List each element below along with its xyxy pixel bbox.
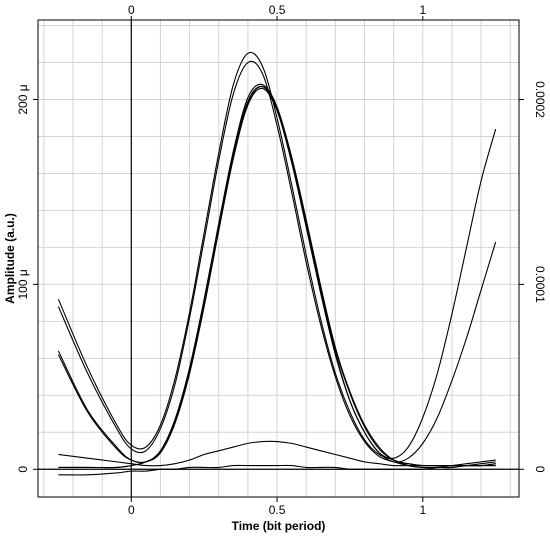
tick-labels: 0 0.5 1 0 0.5 1 0 100 μ 200 μ 0 0.0001 0.0002 bbox=[16, 3, 547, 517]
series-line-8 bbox=[58, 459, 496, 476]
y-axis-title: Amplitude (a.u.) bbox=[3, 213, 17, 304]
plot-frame bbox=[37, 19, 520, 498]
x-top-tick-label: 1 bbox=[419, 3, 426, 17]
y2-tick-label: 0 bbox=[533, 466, 547, 473]
x-tick-label: 0.5 bbox=[269, 503, 286, 517]
series-line-6 bbox=[58, 85, 497, 469]
x-tick-label: 0 bbox=[128, 503, 135, 517]
grid bbox=[38, 20, 519, 497]
y2-tick-label: 0.0001 bbox=[533, 266, 547, 303]
x-top-tick-label: 0 bbox=[128, 3, 135, 17]
axes bbox=[33, 16, 524, 502]
series bbox=[57, 51, 497, 476]
x-tick-label: 1 bbox=[419, 503, 426, 517]
y-tick-label: 0 bbox=[16, 466, 30, 473]
x-axis-title: Time (bit period) bbox=[232, 519, 326, 533]
x-top-tick-label: 0.5 bbox=[269, 3, 286, 17]
y-tick-label: 100 μ bbox=[16, 269, 30, 299]
y2-tick-label: 0.0002 bbox=[533, 81, 547, 118]
series-line-7 bbox=[58, 440, 496, 467]
series-line-2 bbox=[57, 60, 496, 469]
y-tick-label: 200 μ bbox=[16, 84, 30, 114]
